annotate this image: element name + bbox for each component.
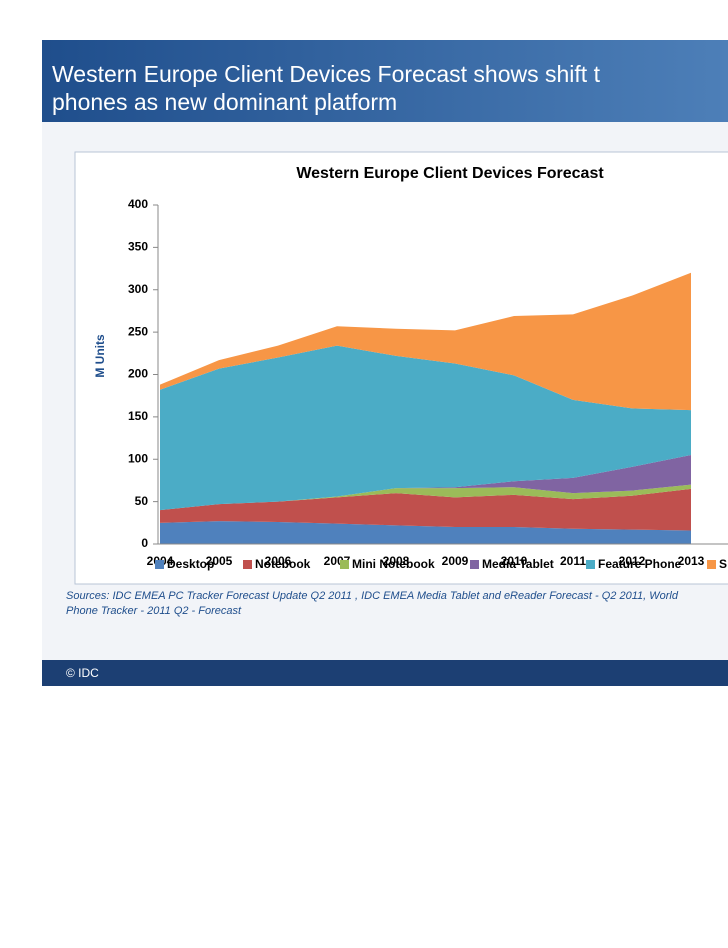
legend-label: Feature Phone xyxy=(598,557,682,571)
legend-swatch xyxy=(155,560,164,569)
y-tick-label: 0 xyxy=(141,536,148,550)
area xyxy=(160,488,691,531)
x-tick-label: 2010 xyxy=(501,554,528,568)
y-tick-label: 300 xyxy=(128,282,148,296)
sources: Phone Tracker - 2011 Q2 - Forecast xyxy=(66,605,242,617)
legend-label: Media Tablet xyxy=(482,557,554,571)
sources: Sources: IDC EMEA PC Tracker Forecast Up… xyxy=(66,590,679,602)
x-tick-label: 2008 xyxy=(383,554,410,568)
y-tick-label: 400 xyxy=(128,197,148,211)
legend-swatch xyxy=(340,560,349,569)
legend-swatch xyxy=(707,560,716,569)
legend-label: Desktop xyxy=(167,557,214,571)
y-tick-label: 50 xyxy=(135,494,149,508)
chart-title: Western Europe Client Devices Forecast xyxy=(296,165,604,182)
area xyxy=(160,345,691,511)
area xyxy=(160,272,691,411)
slide-title: Western Europe Client Devices Forecast s… xyxy=(52,61,601,87)
legend-swatch xyxy=(586,560,595,569)
y-tick-label: 150 xyxy=(128,409,148,423)
title-bar xyxy=(42,40,728,122)
x-tick-label: 2011 xyxy=(560,554,586,568)
legend-label: Notebook xyxy=(255,557,311,571)
legend-swatch xyxy=(470,560,479,569)
x-tick-label: 2005 xyxy=(206,554,233,568)
slide-title: phones as new dominant platform xyxy=(52,89,397,115)
area xyxy=(160,484,691,511)
legend-swatch xyxy=(243,560,252,569)
y-axis-label: M Units xyxy=(93,334,107,378)
y-tick-label: 100 xyxy=(128,451,148,465)
legend-label: S xyxy=(719,557,727,571)
footer-bar xyxy=(42,660,728,686)
y-tick-label: 250 xyxy=(128,324,148,338)
x-tick-label: 2009 xyxy=(442,554,469,568)
x-tick-label: 2006 xyxy=(265,554,292,568)
x-tick-label: 2012 xyxy=(619,554,646,568)
legend-label: Mini Notebook xyxy=(352,557,435,571)
footer: © IDC xyxy=(66,666,99,680)
y-tick-label: 200 xyxy=(128,367,148,381)
area xyxy=(160,521,691,544)
area xyxy=(160,455,691,511)
x-tick-label: 2013 xyxy=(678,554,705,568)
y-tick-label: 350 xyxy=(128,240,148,254)
